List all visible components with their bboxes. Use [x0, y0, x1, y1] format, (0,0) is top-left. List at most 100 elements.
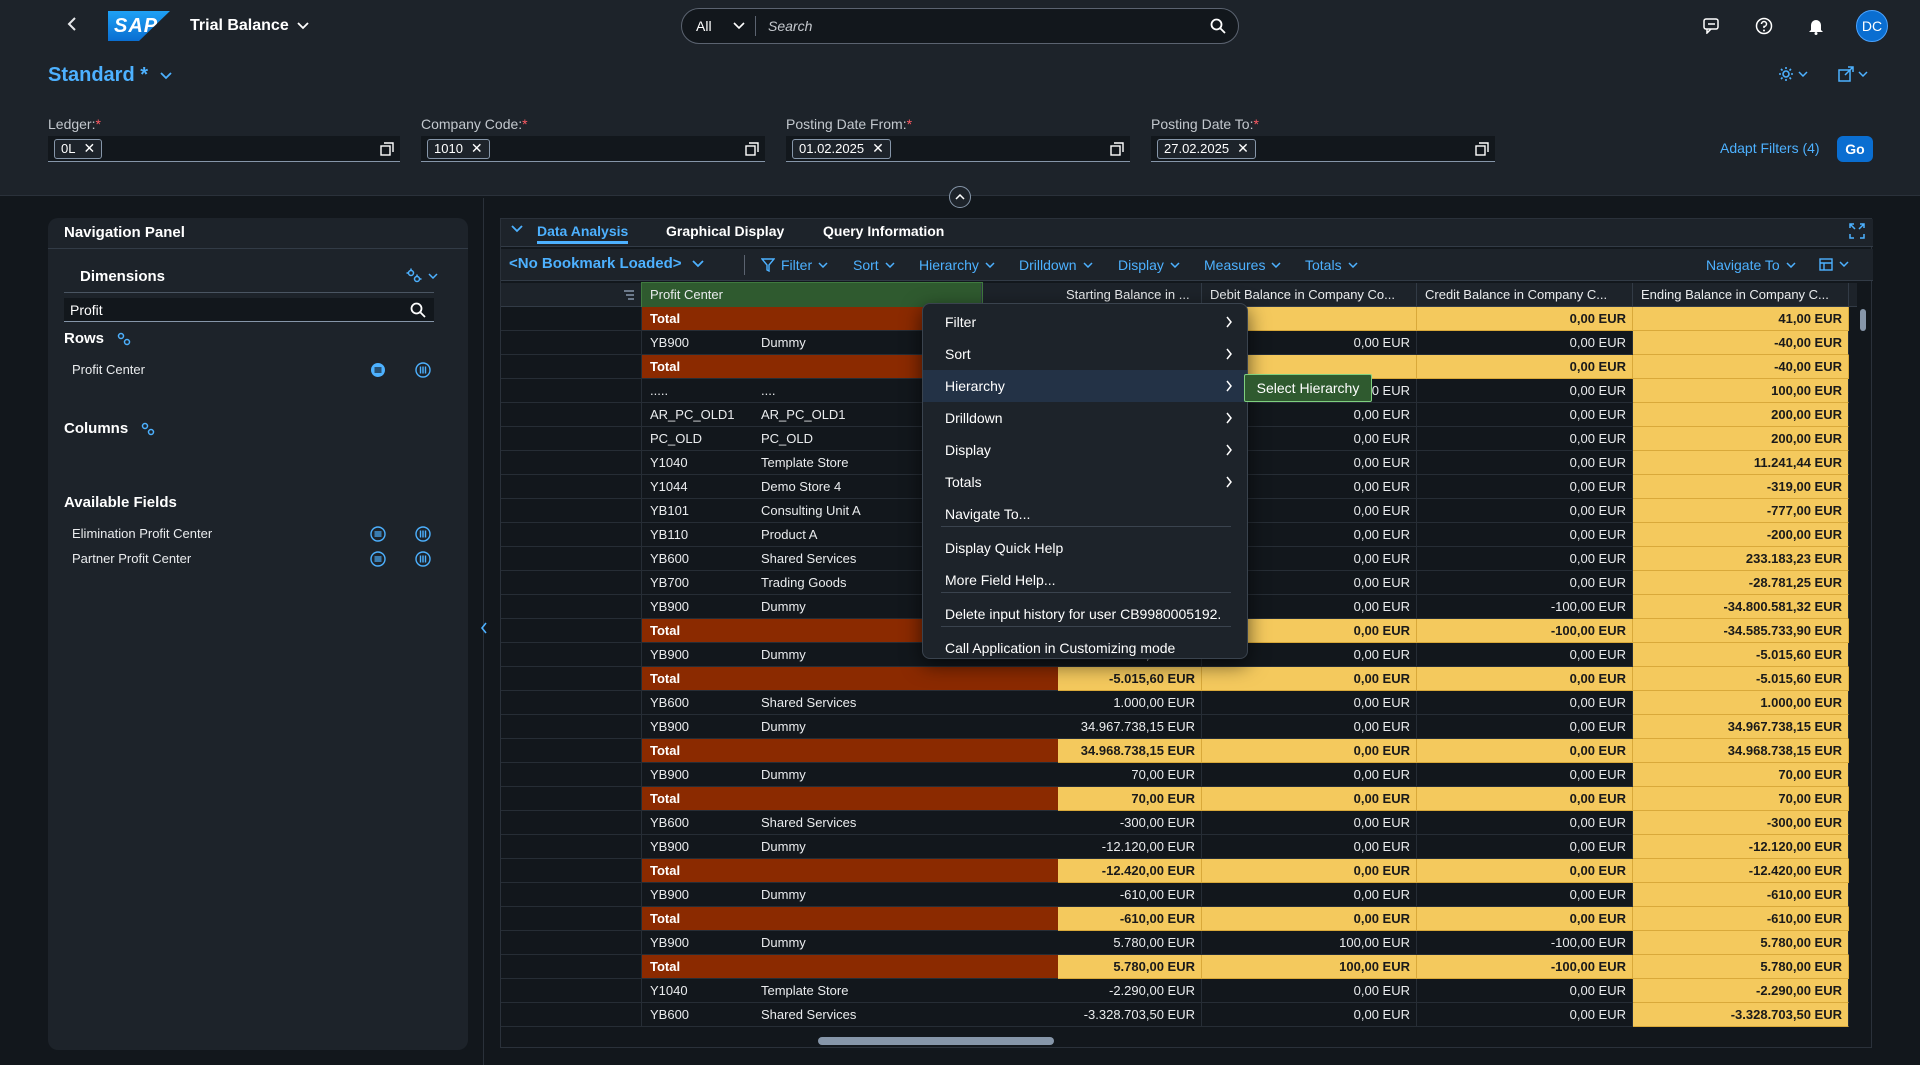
total-label-cell[interactable]: Total	[642, 787, 1058, 811]
context-menu-item-drilldown[interactable]: Drilldown	[923, 402, 1247, 434]
bookmark-selector[interactable]: <No Bookmark Loaded>	[509, 255, 704, 272]
value-help-icon[interactable]	[380, 141, 394, 156]
total-label-cell[interactable]: Total	[642, 907, 1058, 931]
credit-balance-cell[interactable]: 0,00 EUR	[1417, 547, 1633, 571]
menu-lines-icon[interactable]	[623, 290, 635, 300]
credit-balance-cell[interactable]: -100,00 EUR	[1417, 931, 1633, 955]
profit-center-description-cell[interactable]: ....	[753, 379, 1058, 403]
tab-graphical-display[interactable]: Graphical Display	[666, 223, 785, 239]
company-code-token[interactable]: 1010 ✕	[427, 138, 490, 159]
context-menu-item-navigate-to[interactable]: Navigate To...	[923, 498, 1247, 530]
profit-center-description-cell[interactable]: Template Store	[753, 979, 1058, 1003]
debit-balance-cell[interactable]: 0,00 EUR	[1202, 523, 1417, 547]
settings-gears-icon[interactable]	[116, 331, 132, 347]
debit-balance-cell[interactable]: 0,00 EUR	[1202, 835, 1417, 859]
value-help-icon[interactable]	[1475, 141, 1489, 156]
navigate-to-button[interactable]: Navigate To	[1706, 257, 1796, 273]
posting-date-to-input[interactable]: 27.02.2025 ✕	[1151, 136, 1495, 162]
debit-balance-cell[interactable]: 0,00 EUR	[1202, 811, 1417, 835]
toolbar-sort-button[interactable]: Sort	[853, 257, 895, 273]
profit-center-description-cell[interactable]: Dummy	[753, 835, 1058, 859]
credit-balance-cell[interactable]: 0,00 EUR	[1417, 331, 1633, 355]
profit-center-code-cell[interactable]: YB900	[642, 883, 753, 907]
profit-center-description-cell[interactable]: AR_PC_OLD1	[753, 403, 1058, 427]
ending-balance-cell[interactable]: -12.420,00 EUR	[1633, 859, 1849, 883]
ledger-token[interactable]: 0L ✕	[54, 138, 103, 159]
total-label-cell[interactable]: Total	[642, 739, 1058, 763]
context-menu-item-totals[interactable]: Totals	[923, 466, 1247, 498]
chevron-down-icon[interactable]	[511, 225, 523, 233]
ending-balance-cell[interactable]: 200,00 EUR	[1633, 403, 1849, 427]
profit-center-description-cell[interactable]: Demo Store 4	[753, 475, 1058, 499]
ending-balance-cell[interactable]: -2.290,00 EUR	[1633, 979, 1849, 1003]
columns-icon[interactable]	[415, 551, 431, 567]
starting-balance-cell[interactable]: -2.290,00 EUR	[1058, 979, 1202, 1003]
ending-balance-cell[interactable]: -5.015,60 EUR	[1633, 643, 1849, 667]
profit-center-code-cell[interactable]: YB900	[642, 931, 753, 955]
total-label-cell[interactable]: Total	[642, 859, 1058, 883]
credit-balance-cell[interactable]: 0,00 EUR	[1417, 907, 1633, 931]
collapse-header-button[interactable]	[949, 186, 971, 208]
share-menu-button[interactable]	[1838, 66, 1868, 82]
profit-center-code-cell[interactable]: YB110	[642, 523, 753, 547]
debit-balance-cell[interactable]: 0,00 EUR	[1202, 667, 1417, 691]
credit-balance-cell[interactable]: 0,00 EUR	[1417, 355, 1633, 379]
ending-balance-cell[interactable]: -5.015,60 EUR	[1633, 667, 1849, 691]
help-icon[interactable]	[1752, 14, 1776, 38]
starting-balance-cell[interactable]: -610,00 EUR	[1058, 883, 1202, 907]
debit-balance-cell[interactable]: 0,00 EUR	[1202, 691, 1417, 715]
toolbar-measures-button[interactable]: Measures	[1204, 257, 1281, 273]
credit-balance-cell[interactable]: 0,00 EUR	[1417, 307, 1633, 331]
credit-balance-cell[interactable]: 0,00 EUR	[1417, 691, 1633, 715]
select-hierarchy-menu-item[interactable]: Select Hierarchy	[1244, 374, 1372, 402]
profit-center-code-cell[interactable]: YB900	[642, 643, 753, 667]
toolbar-hierarchy-button[interactable]: Hierarchy	[919, 257, 995, 273]
debit-balance-cell[interactable]: 0,00 EUR	[1202, 427, 1417, 451]
profit-center-code-cell[interactable]: YB600	[642, 547, 753, 571]
notification-bell-icon[interactable]	[1804, 14, 1828, 38]
value-help-icon[interactable]	[1110, 141, 1124, 156]
starting-balance-cell[interactable]: 34.967.738,15 EUR	[1058, 715, 1202, 739]
debit-balance-cell[interactable]: 0,00 EUR	[1202, 979, 1417, 1003]
remove-token-icon[interactable]: ✕	[872, 140, 884, 156]
profit-center-description-cell[interactable]: Trading Goods	[753, 571, 1058, 595]
ending-balance-cell[interactable]: -12.120,00 EUR	[1633, 835, 1849, 859]
profit-center-code-cell[interactable]: YB900	[642, 715, 753, 739]
dimension-search-input[interactable]	[64, 301, 410, 318]
starting-balance-cell[interactable]: 5.780,00 EUR	[1058, 931, 1202, 955]
toolbar-totals-button[interactable]: Totals	[1305, 257, 1358, 273]
credit-balance-cell[interactable]: 0,00 EUR	[1417, 451, 1633, 475]
row-item-profit-center[interactable]: Profit Center	[72, 362, 145, 377]
debit-balance-cell[interactable]: 0,00 EUR	[1202, 643, 1417, 667]
profit-center-description-cell[interactable]: Dummy	[753, 763, 1058, 787]
header-starting-balance[interactable]: Starting Balance in ...	[1058, 283, 1202, 307]
tab-data-analysis[interactable]: Data Analysis	[537, 223, 629, 244]
debit-balance-cell[interactable]: 0,00 EUR	[1202, 883, 1417, 907]
available-field-elimination-profit-center[interactable]: Elimination Profit Center	[72, 526, 213, 541]
context-menu-item-display-quick-help[interactable]: Display Quick Help	[923, 532, 1247, 564]
profit-center-description-cell[interactable]: Shared Services	[753, 1003, 1058, 1027]
ending-balance-cell[interactable]: -610,00 EUR	[1633, 883, 1849, 907]
profit-center-description-cell[interactable]: Shared Services	[753, 691, 1058, 715]
starting-balance-cell[interactable]: -3.328.703,50 EUR	[1058, 1003, 1202, 1027]
ending-balance-cell[interactable]: -40,00 EUR	[1633, 355, 1849, 379]
ledger-input[interactable]: 0L ✕	[48, 136, 400, 162]
context-menu-item-call-application-in-customizing-mode[interactable]: Call Application in Customizing mode	[923, 632, 1247, 664]
debit-balance-cell[interactable]: 0,00 EUR	[1202, 1003, 1417, 1027]
debit-balance-cell[interactable]: 0,00 EUR	[1202, 739, 1417, 763]
list-icon[interactable]	[370, 362, 386, 378]
credit-balance-cell[interactable]: 0,00 EUR	[1417, 499, 1633, 523]
ending-balance-cell[interactable]: -40,00 EUR	[1633, 331, 1849, 355]
credit-balance-cell[interactable]: 0,00 EUR	[1417, 475, 1633, 499]
adapt-filters-link[interactable]: Adapt Filters (4)	[1720, 140, 1820, 156]
debit-balance-cell[interactable]: 0,00 EUR	[1202, 547, 1417, 571]
ending-balance-cell[interactable]: 1.000,00 EUR	[1633, 691, 1849, 715]
profit-center-code-cell[interactable]: YB101	[642, 499, 753, 523]
export-menu-button[interactable]	[1819, 257, 1849, 271]
search-icon[interactable]	[1198, 18, 1238, 34]
credit-balance-cell[interactable]: 0,00 EUR	[1417, 787, 1633, 811]
debit-balance-cell[interactable]: 100,00 EUR	[1202, 955, 1417, 979]
context-menu-item-sort[interactable]: Sort	[923, 338, 1247, 370]
ending-balance-cell[interactable]: -34.800.581,32 EUR	[1633, 595, 1849, 619]
profit-center-code-cell[interactable]: YB900	[642, 763, 753, 787]
